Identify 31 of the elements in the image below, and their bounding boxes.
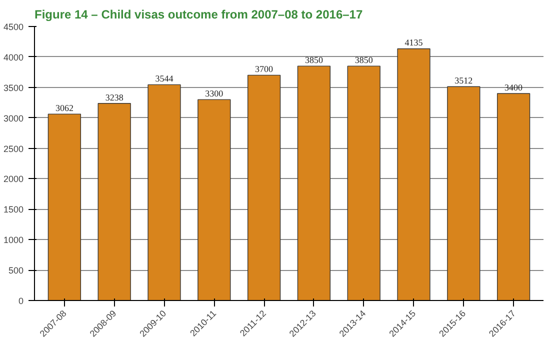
bar [496,93,530,300]
chart-title: Figure 14 – Child visas outcome from 2007–08 to 2016–17 [34,8,363,22]
data-label: 3300 [205,88,224,99]
y-tick-label: 2000 [3,174,24,184]
bar [347,66,380,300]
y-tick-label: 500 [8,266,24,276]
data-label: 3512 [454,76,473,86]
y-tick-label: 0 [18,296,24,306]
bar [447,86,480,300]
y-tick-label: 2500 [3,144,24,154]
data-label: 3544 [155,74,174,84]
y-tick-label: 1500 [3,204,24,215]
data-label: 3850 [354,55,374,66]
y-tick-label: 1000 [3,235,24,246]
y-tick-label: 3500 [3,82,24,93]
y-tick-label: 4000 [3,52,24,62]
bar [297,66,331,300]
bar [98,102,131,300]
bar [247,74,281,300]
y-tick-label: 4500 [3,22,24,32]
data-label: 3700 [255,64,274,74]
bar [148,84,181,300]
bar [397,48,430,300]
data-label: 4135 [404,38,424,48]
data-label: 3400 [504,82,524,92]
y-tick-label: 3000 [3,113,24,124]
data-label: 3062 [55,103,74,114]
bar [198,99,231,300]
bar [48,114,82,300]
data-label: 3850 [304,55,324,66]
data-label: 3238 [105,92,124,102]
